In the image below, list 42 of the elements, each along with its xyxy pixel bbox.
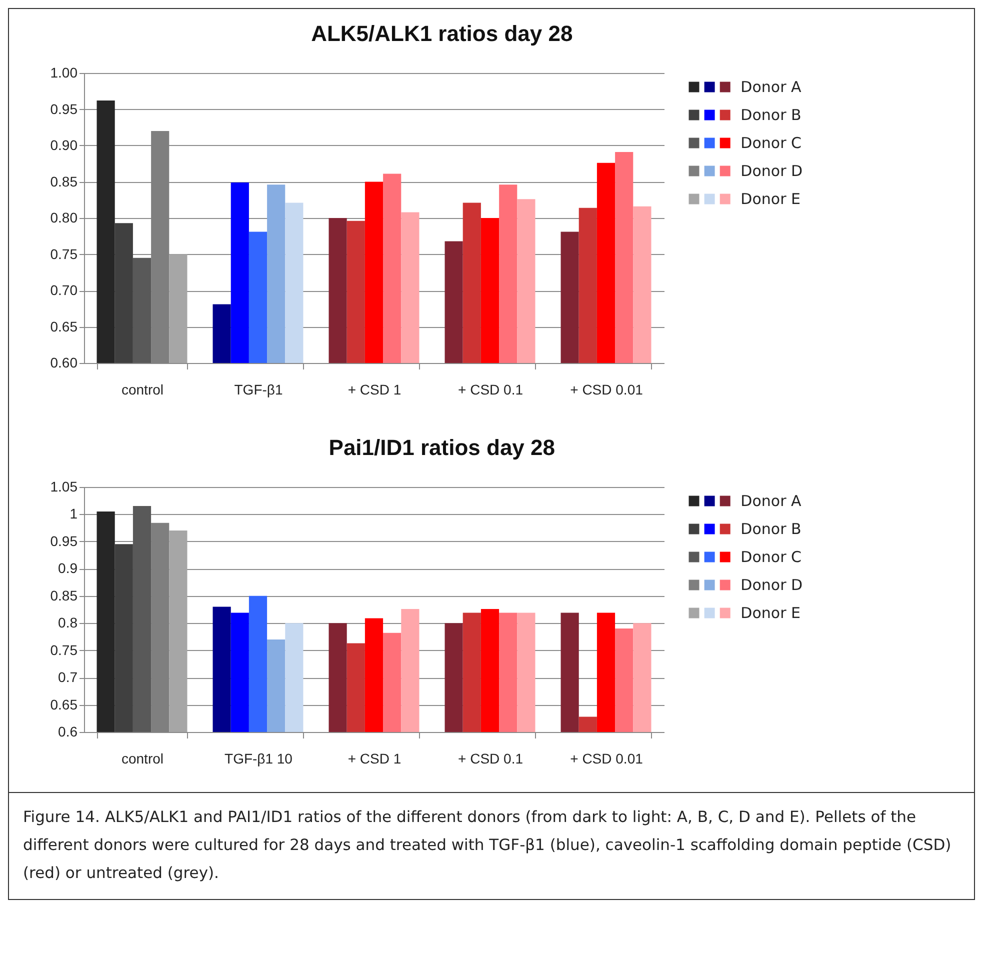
- x-tick-label: control: [121, 750, 164, 766]
- y-tick-label: 0.65: [50, 318, 78, 334]
- legend-label: Donor A: [740, 78, 802, 96]
- x-tick-label: + CSD 0.1: [458, 382, 524, 398]
- chart-title: ALK5/ALK1 ratios day 28: [311, 21, 573, 46]
- x-tick-label: control: [121, 382, 164, 398]
- x-tick-label: TGF-β1 10: [224, 750, 293, 766]
- x-tick-label: + CSD 1: [348, 750, 402, 766]
- y-tick-label: 0.90: [50, 137, 78, 153]
- caption: Figure 14. ALK5/ALK1 and PAI1/ID1 ratios of the different donors (from dark to light: A, B, C, D and E). Pellets of the different donors were cultured for 28 days and treated with TGF-β1 (blue), caveolin-1 scaffolding domain peptide (CSD) (red) or untreated (grey).: [23, 807, 952, 884]
- y-tick-label: 0.60: [50, 354, 78, 370]
- legend-label: Donor B: [740, 520, 802, 538]
- y-tick-label: 0.95: [50, 532, 78, 549]
- legend-label: Donor E: [740, 604, 800, 622]
- y-tick-label: 0.65: [50, 696, 78, 712]
- y-tick-label: 0.8: [58, 614, 78, 631]
- y-tick-label: 0.75: [50, 642, 78, 658]
- y-tick-label: 1.05: [50, 478, 78, 494]
- y-tick-label: 0.85: [50, 587, 78, 604]
- legend-label: Donor A: [740, 492, 802, 510]
- legend-label: Donor B: [740, 106, 802, 124]
- legend-label: Donor C: [740, 134, 802, 152]
- y-tick-label: 0.95: [50, 100, 78, 117]
- chart-title: Pai1/ID1 ratios day 28: [328, 435, 555, 460]
- legend-label: Donor C: [740, 548, 802, 566]
- x-tick-label: + CSD 0.01: [570, 750, 644, 766]
- y-tick-label: 1.00: [50, 64, 78, 80]
- legend-label: Donor D: [740, 576, 803, 594]
- y-tick-label: 0.80: [50, 210, 78, 226]
- x-tick-label: + CSD 1: [348, 382, 402, 398]
- y-tick-label: 0.6: [58, 724, 78, 740]
- legend-label: Donor D: [740, 162, 803, 180]
- y-tick-label: 0.85: [50, 173, 78, 190]
- x-tick-label: + CSD 0.1: [458, 750, 524, 766]
- legend-label: Donor E: [740, 190, 800, 208]
- x-tick-label: + CSD 0.01: [570, 382, 644, 398]
- y-tick-label: 0.70: [50, 282, 78, 298]
- y-tick-label: 0.7: [58, 669, 78, 686]
- y-tick-label: 0.9: [58, 560, 78, 576]
- y-tick-label: 1: [70, 506, 78, 522]
- x-tick-label: TGF-β1: [234, 382, 283, 398]
- y-tick-label: 0.75: [50, 246, 78, 262]
